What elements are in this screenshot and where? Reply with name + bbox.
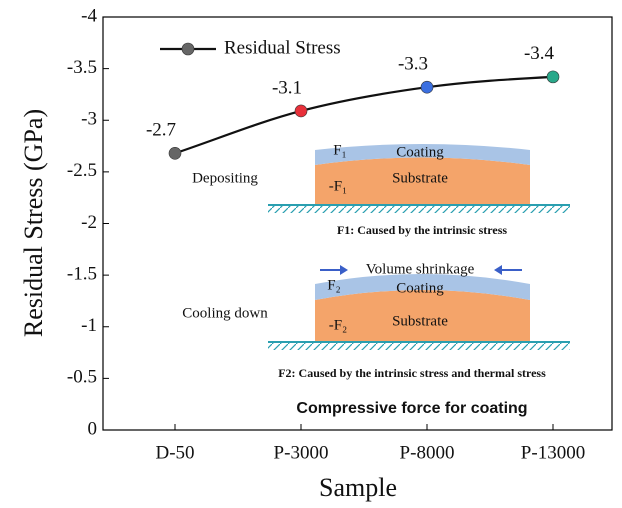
x-tick-label: P-3000 bbox=[274, 442, 329, 463]
annotation: Depositing bbox=[192, 170, 258, 186]
data-point bbox=[168, 146, 182, 160]
data-label: -2.7 bbox=[146, 120, 176, 141]
data-point bbox=[294, 104, 308, 118]
y-tick-label: -1 bbox=[81, 315, 97, 336]
data-point bbox=[546, 70, 560, 84]
y-tick-label: -3.5 bbox=[67, 57, 97, 78]
x-tick-label: P-8000 bbox=[400, 442, 455, 463]
annotation: Substrate bbox=[392, 170, 448, 186]
annotation: F₂ bbox=[327, 277, 341, 293]
x-tick-label: P-13000 bbox=[521, 442, 585, 463]
y-tick-label: -2.5 bbox=[67, 160, 97, 181]
y-tick-label: -4 bbox=[81, 5, 97, 26]
annotation: Coating bbox=[396, 144, 444, 160]
data-line bbox=[174, 75, 554, 155]
cooling-diagram bbox=[268, 265, 570, 350]
y-tick-label: -2 bbox=[81, 212, 97, 233]
annotation: F₁ bbox=[333, 142, 347, 158]
annotation: Coating bbox=[396, 280, 444, 296]
y-tick-label: -1.5 bbox=[67, 263, 97, 284]
annotation: Cooling down bbox=[182, 305, 268, 321]
legend-marker bbox=[181, 42, 195, 56]
x-tick-label: D-50 bbox=[155, 442, 194, 463]
annotation: Substrate bbox=[392, 313, 448, 329]
data-label: -3.1 bbox=[272, 77, 302, 98]
x-axis-title: Sample bbox=[319, 473, 397, 502]
annotation: Volume shrinkage bbox=[366, 261, 475, 277]
caption: F1: Caused by the intrinsic stress bbox=[337, 223, 507, 237]
data-point bbox=[420, 80, 434, 94]
data-label: -3.3 bbox=[398, 54, 428, 75]
y-tick-label: -3 bbox=[81, 109, 97, 130]
caption: F2: Caused by the intrinsic stress and t… bbox=[278, 366, 546, 380]
depositing-diagram bbox=[268, 144, 570, 213]
annotation: -F₂ bbox=[329, 317, 348, 333]
legend-label: Residual Stress bbox=[224, 37, 341, 58]
y-tick-label: -0.5 bbox=[67, 367, 97, 388]
caption: Compressive force for coating bbox=[296, 400, 527, 417]
annotation: -F₁ bbox=[329, 178, 348, 194]
data-label: -3.4 bbox=[524, 43, 555, 64]
y-axis-title: Residual Stress (GPa) bbox=[19, 109, 48, 337]
y-tick-label: 0 bbox=[88, 418, 98, 439]
